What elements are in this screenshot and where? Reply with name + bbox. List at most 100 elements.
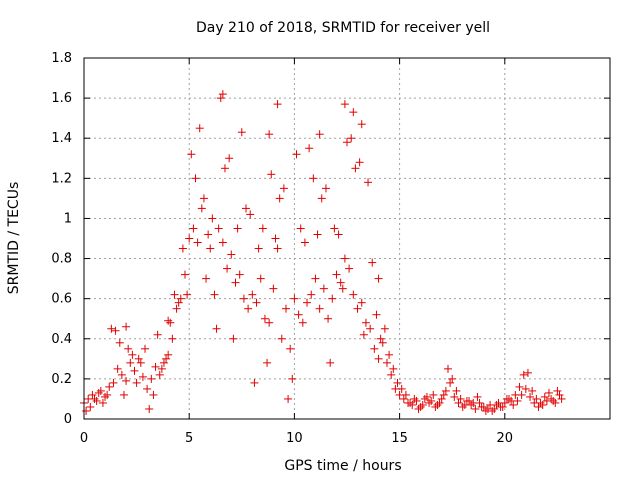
- data-point: [157, 364, 166, 373]
- data-point: [374, 274, 383, 283]
- data-point: [393, 378, 402, 387]
- data-point: [345, 264, 354, 273]
- data-point: [281, 304, 290, 313]
- data-point: [109, 378, 118, 387]
- data-point: [330, 224, 339, 233]
- data-point: [439, 390, 448, 399]
- data-point: [332, 270, 341, 279]
- data-point: [443, 364, 452, 373]
- data-point: [204, 230, 213, 239]
- data-point: [511, 390, 520, 399]
- data-point: [269, 284, 278, 293]
- data-point: [494, 398, 503, 407]
- data-point: [86, 402, 95, 411]
- data-point: [239, 294, 248, 303]
- data-point: [115, 338, 124, 347]
- data-point: [284, 394, 293, 403]
- data-point: [166, 318, 175, 327]
- data-point: [103, 390, 112, 399]
- data-point: [410, 394, 419, 403]
- data-point: [279, 184, 288, 193]
- data-point: [368, 258, 377, 267]
- data-point: [176, 294, 185, 303]
- y-tick-label: 1: [64, 211, 72, 226]
- data-point: [168, 334, 177, 343]
- data-point: [172, 304, 181, 313]
- data-point: [111, 326, 120, 335]
- x-tick-label: 5: [185, 431, 193, 446]
- data-point: [544, 388, 553, 397]
- data-point: [465, 396, 474, 405]
- y-tick-label: 1.6: [51, 91, 72, 106]
- data-point: [431, 402, 440, 411]
- x-tick-label: 15: [391, 431, 408, 446]
- data-point: [250, 378, 259, 387]
- data-point: [242, 204, 251, 213]
- data-point: [180, 270, 189, 279]
- data-point: [343, 138, 351, 147]
- data-point: [454, 398, 463, 407]
- y-tick-label: 0.2: [51, 372, 72, 387]
- data-point: [340, 254, 349, 263]
- data-point: [521, 384, 530, 393]
- data-point: [441, 386, 450, 395]
- data-point: [113, 364, 122, 373]
- data-point: [218, 90, 227, 99]
- data-point: [275, 194, 284, 203]
- data-point: [452, 386, 461, 395]
- data-point: [317, 194, 326, 203]
- data-point: [265, 130, 274, 139]
- data-point: [82, 406, 91, 415]
- data-point: [237, 128, 246, 137]
- data-point: [555, 390, 564, 399]
- data-point: [88, 390, 97, 399]
- data-point: [380, 324, 389, 333]
- data-point: [124, 344, 133, 353]
- data-point: [174, 298, 183, 307]
- data-point: [128, 350, 137, 359]
- data-point: [117, 370, 126, 379]
- data-point: [227, 250, 236, 259]
- data-point: [418, 400, 427, 409]
- data-point: [132, 378, 141, 387]
- data-point: [130, 366, 139, 375]
- data-point: [519, 370, 528, 379]
- data-point: [420, 394, 429, 403]
- x-tick-label: 10: [286, 431, 303, 446]
- data-point: [101, 392, 110, 401]
- data-point: [248, 290, 257, 299]
- data-point: [351, 164, 360, 173]
- data-point: [90, 394, 99, 403]
- data-points: [80, 90, 566, 415]
- y-tick-label: 0.6: [51, 292, 72, 307]
- data-point: [267, 170, 276, 179]
- data-point: [183, 290, 192, 299]
- data-point: [433, 400, 442, 409]
- data-point: [486, 400, 495, 409]
- y-tick-label: 0.4: [51, 332, 72, 347]
- data-point: [252, 298, 261, 307]
- data-point: [528, 386, 537, 395]
- data-point: [197, 204, 206, 213]
- data-point: [315, 304, 324, 313]
- axis-ticks: 0 5 10 15 20 0 0.2 0.4 0.6 0.8 1 1.2 1.4 1.6 1.8: [51, 51, 610, 446]
- data-point: [321, 184, 330, 193]
- data-point: [288, 374, 297, 383]
- y-tick-label: 0.8: [51, 252, 72, 267]
- data-point: [387, 370, 396, 379]
- data-point: [233, 224, 242, 233]
- data-point: [309, 174, 318, 183]
- data-point: [481, 406, 490, 415]
- data-point: [526, 392, 535, 401]
- data-point: [164, 350, 173, 359]
- data-point: [406, 398, 415, 407]
- data-point: [195, 124, 204, 133]
- data-point: [244, 304, 253, 313]
- data-point: [456, 394, 465, 403]
- data-point: [326, 358, 335, 367]
- data-point: [551, 398, 560, 407]
- data-point: [334, 230, 343, 239]
